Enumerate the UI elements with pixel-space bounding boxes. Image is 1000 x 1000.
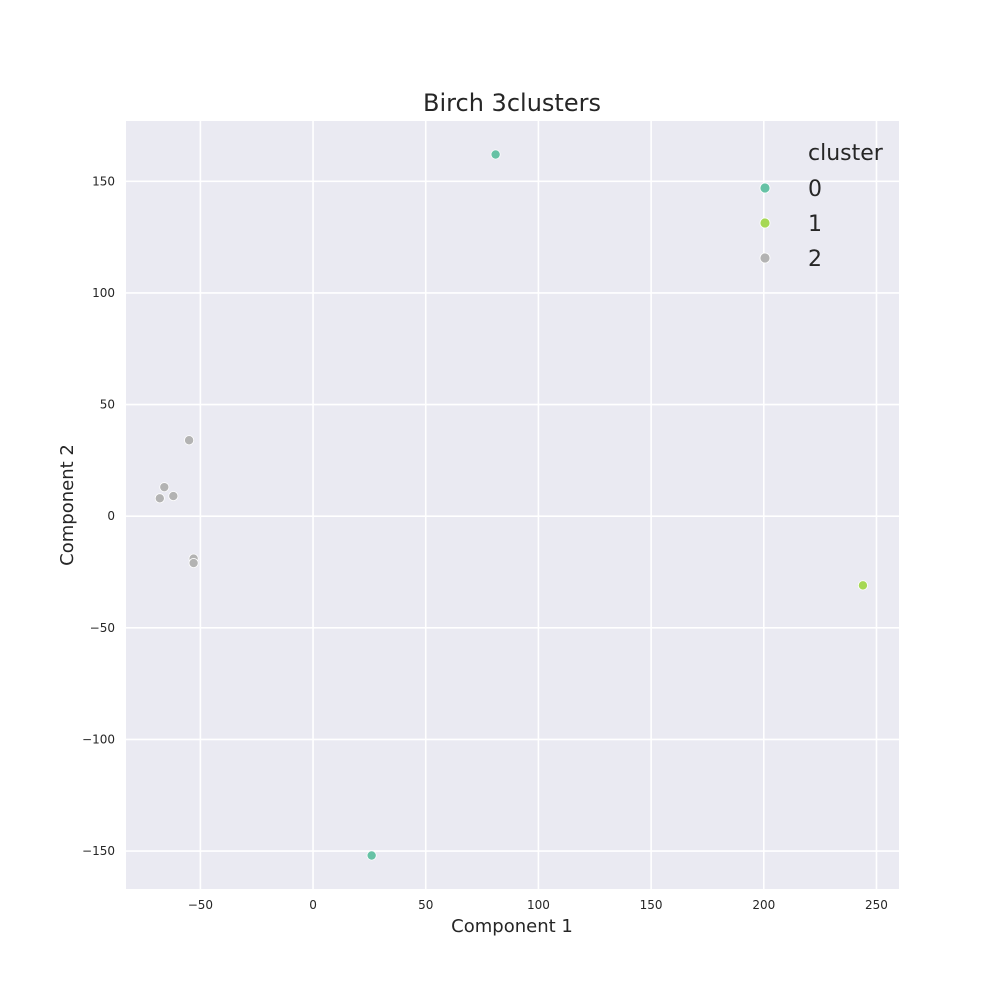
legend-label-2: 2 bbox=[808, 247, 822, 272]
chart-title: Birch 3clusters bbox=[423, 89, 601, 117]
data-point-cluster-2 bbox=[168, 491, 179, 502]
legend-label-1: 1 bbox=[808, 212, 822, 237]
plot-background bbox=[126, 121, 899, 889]
y-tick-label: 50 bbox=[100, 398, 115, 412]
x-tick-label: 100 bbox=[527, 898, 550, 912]
data-point-cluster-2 bbox=[154, 493, 165, 504]
x-tick-label: −50 bbox=[188, 898, 213, 912]
data-point-cluster-2 bbox=[188, 558, 199, 569]
y-axis-label: Component 2 bbox=[57, 444, 78, 566]
y-tick-label: 100 bbox=[92, 286, 115, 300]
y-tick-label: 0 bbox=[107, 509, 115, 523]
y-tick-label: 150 bbox=[92, 174, 115, 188]
data-point-cluster-2 bbox=[159, 482, 170, 493]
legend-label-0: 0 bbox=[808, 177, 822, 202]
y-tick-label: −50 bbox=[90, 621, 115, 635]
x-tick-label: 0 bbox=[309, 898, 317, 912]
x-tick-label: 150 bbox=[640, 898, 663, 912]
data-point-cluster-0 bbox=[490, 149, 501, 160]
x-tick-label: 250 bbox=[865, 898, 888, 912]
legend-title: cluster bbox=[808, 141, 884, 166]
gridlines bbox=[126, 121, 899, 889]
y-tick-label: −100 bbox=[82, 732, 115, 746]
legend-marker-1 bbox=[759, 217, 771, 229]
y-tick-label: −150 bbox=[82, 844, 115, 858]
x-tick-labels: −50 0 50 100 150 200 250 bbox=[188, 898, 888, 912]
y-tick-labels: −150 −100 −50 0 50 100 150 bbox=[82, 174, 115, 858]
legend-marker-0 bbox=[759, 182, 771, 194]
legend-marker-2 bbox=[759, 252, 771, 264]
x-tick-label: 200 bbox=[752, 898, 775, 912]
x-axis-label: Component 1 bbox=[451, 916, 573, 937]
legend: cluster 0 1 2 bbox=[759, 141, 884, 272]
data-point-cluster-2 bbox=[184, 435, 195, 446]
data-points bbox=[154, 149, 868, 861]
data-point-cluster-0 bbox=[366, 850, 377, 861]
x-tick-label: 50 bbox=[418, 898, 433, 912]
data-point-cluster-1 bbox=[857, 580, 868, 591]
